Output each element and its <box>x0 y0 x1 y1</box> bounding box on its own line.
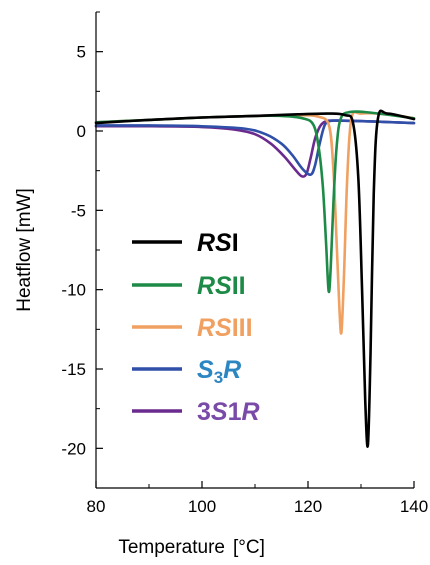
legend-label-s3r-a: S <box>197 356 214 384</box>
y-tick-label: 0 <box>77 122 86 141</box>
y-tick-label: 5 <box>77 43 86 62</box>
series-line-rsi <box>94 109 416 448</box>
legend-label-rsiii-a: RS <box>197 314 232 342</box>
series-line-rsii <box>94 110 416 294</box>
series-line-3s1r <box>94 119 416 178</box>
legend-label-3s1r-d: R <box>242 398 260 426</box>
legend-item-rsii: RSII <box>132 272 246 300</box>
legend-label-3s1r-a: 3 <box>197 398 211 426</box>
legend-label-rsi-a: RS <box>197 229 232 257</box>
y-tick-label: -15 <box>61 360 86 379</box>
legend-label-s3r: S3R <box>197 356 241 387</box>
axis-tick-labels: 80 100 120 140 5 0 -5 -10 -15 -20 <box>61 43 428 516</box>
x-tick-label: 100 <box>188 497 216 516</box>
x-axis-title: Temperature <box>118 537 225 558</box>
legend-label-3s1r: 3S1R <box>197 398 260 426</box>
legend-label-rsii: RSII <box>197 272 246 300</box>
legend-item-s3r: S3R <box>132 356 241 387</box>
legend-label-rsii-a: RS <box>197 272 232 300</box>
legend-item-3s1r: 3S1R <box>132 398 260 426</box>
legend-label-3s1r-c: 1 <box>228 398 242 426</box>
y-tick-label: -10 <box>61 281 86 300</box>
series-line-s3r <box>94 119 416 176</box>
legend-label-rsiii-b: III <box>232 314 253 342</box>
y-axis-title: Heatflow [mW] <box>14 188 35 312</box>
x-tick-label: 80 <box>87 497 106 516</box>
series-line-rsiii <box>94 110 416 335</box>
axis-ticks <box>95 11 415 489</box>
legend-label-3s1r-b: S <box>211 398 228 426</box>
legend-label-rsi: RSI <box>197 229 239 257</box>
series-curves <box>94 109 416 448</box>
legend-item-rsi: RSI <box>132 229 239 257</box>
legend-label-rsii-b: II <box>232 272 246 300</box>
legend-item-rsiii: RSIII <box>132 314 253 342</box>
legend-label-rsiii: RSIII <box>197 314 253 342</box>
x-tick-label: 140 <box>400 497 428 516</box>
y-tick-label: -5 <box>71 201 86 220</box>
legend-label-s3r-sub: 3 <box>214 368 223 387</box>
x-tick-label: 120 <box>294 497 322 516</box>
x-axis-unit: [°C] <box>233 537 265 558</box>
legend: RSI RSII RSIII S3R 3S1R <box>132 229 260 426</box>
legend-label-s3r-b: R <box>223 356 241 384</box>
y-tick-label: -20 <box>61 439 86 458</box>
legend-label-rsi-b: I <box>232 229 239 257</box>
